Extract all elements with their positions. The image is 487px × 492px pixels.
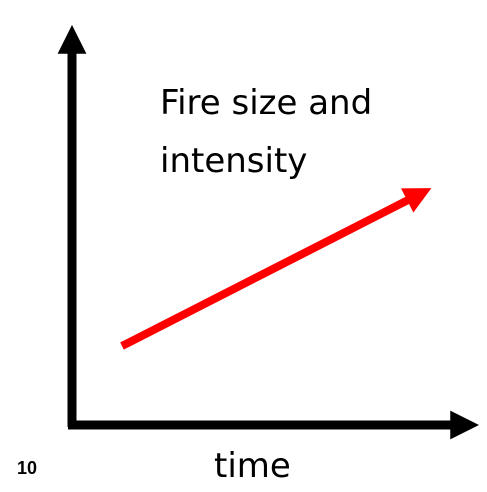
trend-arrow	[120, 188, 432, 350]
x-axis-label: time	[214, 446, 291, 486]
annotation-line: intensity	[160, 141, 307, 181]
annotation-line: Fire size and	[160, 83, 372, 123]
slide-number: 10	[17, 458, 37, 478]
